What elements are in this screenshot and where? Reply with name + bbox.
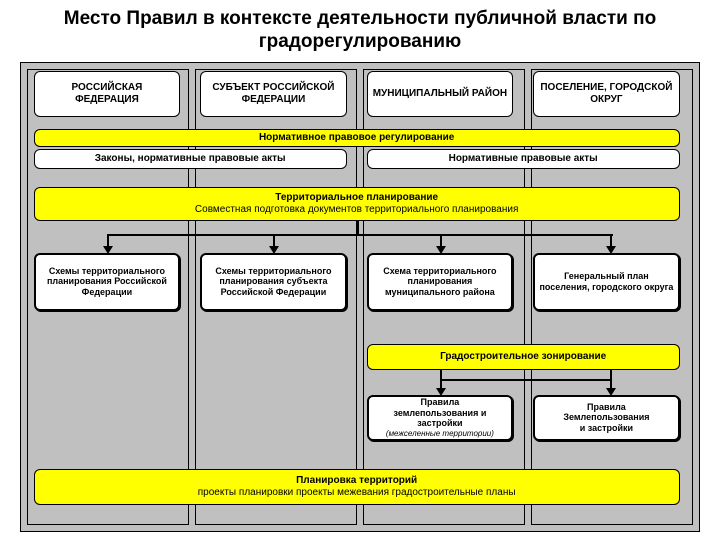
column-subject [195,69,357,525]
column-municipal [363,69,525,525]
column-grid [27,69,693,525]
main-frame: РОССИЙСКАЯ ФЕДЕРАЦИЯ СУБЪЕКТ РОССИЙСКОЙ … [20,62,700,532]
column-rf [27,69,189,525]
column-settlement [531,69,693,525]
page-title: Место Правил в контексте деятельности пу… [20,8,700,54]
